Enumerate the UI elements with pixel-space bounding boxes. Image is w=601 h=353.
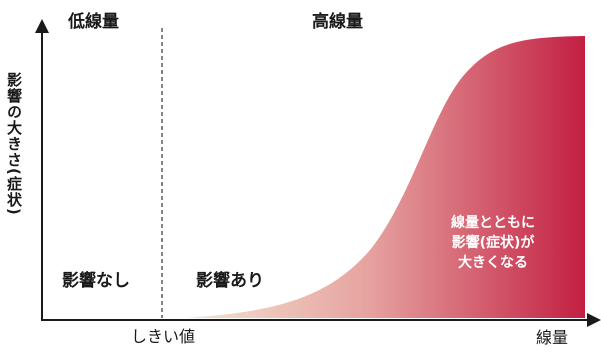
has-effect-label: 影響あり: [196, 271, 264, 291]
no-effect-label: 影響なし: [62, 271, 130, 291]
low-dose-label: 低線量: [68, 12, 119, 32]
y-axis-label: 影響の大きさ(症状): [5, 72, 23, 216]
effect-annotation: 線量とともに 影響(症状)が 大きくなる: [418, 213, 568, 273]
threshold-label: しきい値: [131, 327, 196, 346]
annotation-line-1: 線量とともに: [451, 215, 535, 231]
high-dose-label: 高線量: [312, 12, 363, 32]
annotation-line-3: 大きくなる: [458, 255, 528, 271]
x-axis-label: 線量: [536, 328, 569, 347]
effect-curve-area: [185, 36, 585, 318]
annotation-line-2: 影響(症状)が: [451, 235, 535, 251]
